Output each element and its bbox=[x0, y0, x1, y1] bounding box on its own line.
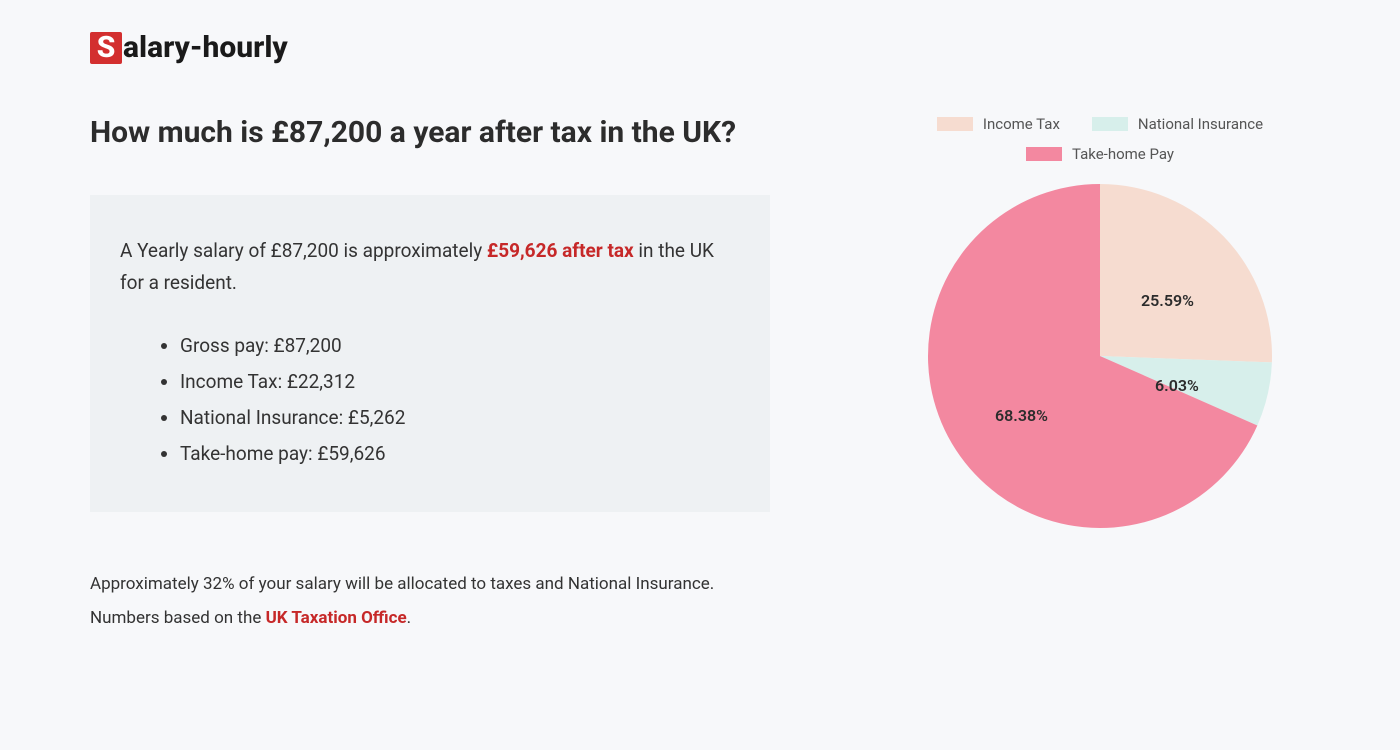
chart-legend: Income Tax National Insurance Take-home … bbox=[890, 115, 1310, 163]
page-title: How much is £87,200 a year after tax in … bbox=[90, 115, 770, 150]
pie-label-national-insurance: 6.03% bbox=[1155, 376, 1199, 395]
logo-text: alary-hourly bbox=[123, 30, 288, 65]
pie-chart: 25.59% 6.03% 68.38% bbox=[925, 181, 1275, 531]
logo: Salary-hourly bbox=[90, 30, 1310, 65]
summary-text: A Yearly salary of £87,200 is approximat… bbox=[120, 235, 740, 300]
summary-pre: A Yearly salary of £87,200 is approximat… bbox=[120, 239, 487, 262]
legend-item-income-tax: Income Tax bbox=[937, 115, 1060, 133]
left-column: How much is £87,200 a year after tax in … bbox=[90, 115, 770, 635]
legend-swatch bbox=[1092, 117, 1128, 131]
pie-label-income-tax: 25.59% bbox=[1141, 291, 1194, 310]
note-post: . bbox=[407, 608, 411, 628]
pie-label-take-home: 68.38% bbox=[995, 406, 1048, 425]
breakdown-list: Gross pay: £87,200 Income Tax: £22,312 N… bbox=[120, 328, 740, 472]
pie-svg bbox=[925, 181, 1275, 531]
legend-label: National Insurance bbox=[1138, 115, 1263, 133]
list-item: Income Tax: £22,312 bbox=[180, 364, 740, 400]
list-item: Gross pay: £87,200 bbox=[180, 328, 740, 364]
main-container: How much is £87,200 a year after tax in … bbox=[90, 115, 1310, 635]
note-text: Approximately 32% of your salary will be… bbox=[90, 567, 770, 635]
legend-item-take-home: Take-home Pay bbox=[1026, 145, 1174, 163]
chart-column: Income Tax National Insurance Take-home … bbox=[890, 115, 1310, 635]
list-item: National Insurance: £5,262 bbox=[180, 400, 740, 436]
summary-highlight: £59,626 after tax bbox=[487, 239, 634, 262]
logo-icon-s: S bbox=[90, 32, 122, 64]
legend-item-national-insurance: National Insurance bbox=[1092, 115, 1263, 133]
legend-label: Income Tax bbox=[983, 115, 1060, 133]
legend-swatch bbox=[937, 117, 973, 131]
list-item: Take-home pay: £59,626 bbox=[180, 436, 740, 472]
summary-box: A Yearly salary of £87,200 is approximat… bbox=[90, 195, 770, 512]
legend-label: Take-home Pay bbox=[1072, 145, 1174, 163]
legend-swatch bbox=[1026, 147, 1062, 161]
note-pre: Numbers based on the bbox=[90, 608, 266, 628]
taxation-office-link[interactable]: UK Taxation Office bbox=[266, 608, 407, 628]
note-line1: Approximately 32% of your salary will be… bbox=[90, 574, 714, 594]
